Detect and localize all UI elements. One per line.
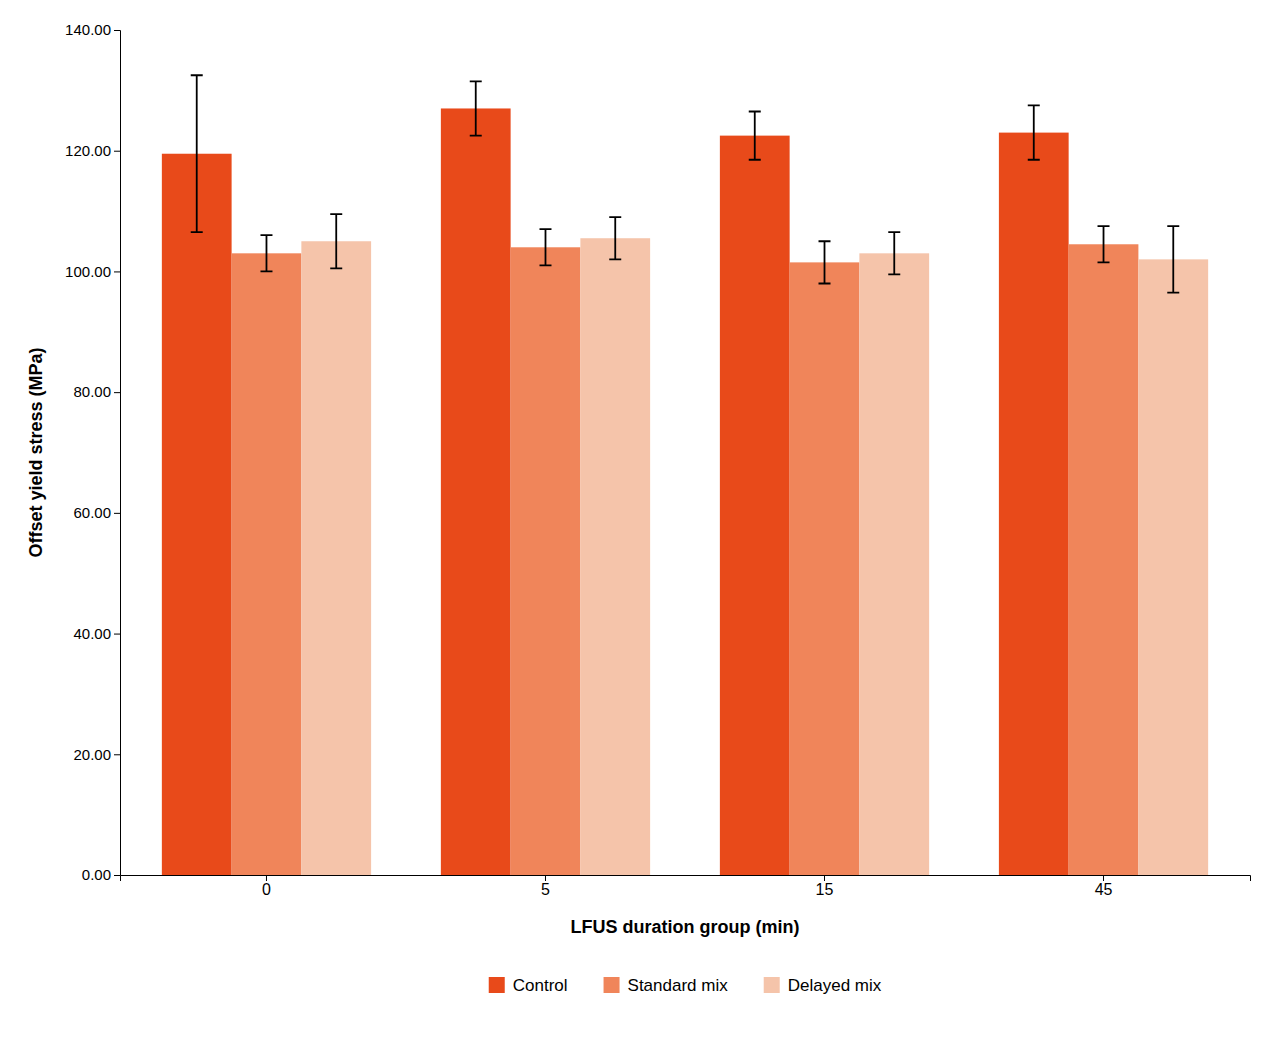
bar [790, 262, 860, 875]
error-bar [609, 217, 621, 259]
y-tick-mark [114, 392, 120, 393]
y-tick-mark [114, 754, 120, 755]
x-tick-label: 45 [1095, 881, 1113, 898]
y-tick-mark [114, 151, 120, 152]
y-axis: 0.00 20.00 40.00 60.00 80.00 100.00 120.00 140.… [65, 21, 120, 883]
y-tick-label: 40.00 [73, 625, 111, 642]
error-bar [470, 81, 482, 135]
x-tick: 0 [262, 875, 271, 898]
y-tick: 60.00 [73, 504, 120, 521]
y-tick-mark [114, 634, 120, 635]
y-tick-label: 0.00 [82, 866, 111, 883]
bar [999, 133, 1069, 875]
x-tick-mark [824, 875, 825, 881]
y-tick: 140.00 [65, 21, 120, 38]
bar [1138, 259, 1208, 875]
legend-label: Control [513, 976, 568, 995]
legend: Control Standard mix Delayed mix [489, 976, 882, 995]
x-tick: 5 [541, 875, 550, 898]
y-tick: 0.00 [82, 866, 120, 883]
x-axis-line [121, 876, 1251, 882]
bar [511, 247, 581, 875]
error-bars [330, 214, 1179, 292]
x-tick-label: 15 [816, 881, 834, 898]
x-tick-mark [266, 875, 267, 881]
y-tick-label: 20.00 [73, 746, 111, 763]
x-tick-label: 0 [262, 881, 271, 898]
bar-series [301, 238, 1208, 875]
error-bars [260, 226, 1109, 283]
x-tick: 45 [1095, 875, 1113, 898]
bar [162, 154, 232, 875]
bar [232, 253, 302, 875]
bar [859, 253, 929, 875]
y-tick: 20.00 [73, 746, 120, 763]
error-bar [819, 241, 831, 283]
y-tick: 120.00 [65, 142, 120, 159]
y-tick-mark [114, 30, 120, 31]
legend-item: Standard mix [604, 976, 729, 995]
legend-item: Delayed mix [764, 976, 882, 995]
error-bar [539, 229, 551, 265]
y-tick-label: 60.00 [73, 504, 111, 521]
y-tick: 100.00 [65, 263, 120, 280]
error-bar [191, 75, 203, 232]
legend-swatch [764, 977, 780, 993]
x-tick-mark [1103, 875, 1104, 881]
x-tick-label: 5 [541, 881, 550, 898]
bar [1069, 244, 1139, 875]
y-tick-label: 120.00 [65, 142, 111, 159]
y-tick-mark [114, 875, 120, 876]
y-tick: 80.00 [73, 383, 120, 400]
legend-item: Control [489, 976, 568, 995]
error-bar [1167, 226, 1179, 292]
y-tick-label: 140.00 [65, 21, 111, 38]
error-bar [888, 232, 900, 274]
bar [441, 108, 511, 875]
x-axis: 0 5 15 45 [121, 875, 1251, 898]
legend-label: Delayed mix [788, 976, 882, 995]
y-axis-title: Offset yield stress (MPa) [26, 347, 46, 557]
x-tick-mark [545, 875, 546, 881]
marks [162, 75, 1208, 875]
y-tick-label: 100.00 [65, 263, 111, 280]
bar [720, 136, 790, 875]
error-bar [330, 214, 342, 268]
error-bar [260, 235, 272, 271]
x-tick: 15 [816, 875, 834, 898]
error-bar [1028, 105, 1040, 159]
chart: 0.00 20.00 40.00 60.00 80.00 100.00 120.00 140.… [0, 0, 1280, 1045]
bar-series [162, 108, 1069, 875]
error-bar [749, 111, 761, 159]
plot-area: 0.00 20.00 40.00 60.00 80.00 100.00 120.00 140.… [26, 21, 1251, 937]
bar [301, 241, 371, 875]
legend-label: Standard mix [628, 976, 729, 995]
bar [580, 238, 650, 875]
legend-swatch [604, 977, 620, 993]
error-bars [191, 75, 1040, 232]
y-axis-line [114, 31, 121, 876]
y-tick-mark [114, 513, 120, 514]
legend-swatch [489, 977, 505, 993]
y-tick-label: 80.00 [73, 383, 111, 400]
y-tick: 40.00 [73, 625, 120, 642]
error-bar [1098, 226, 1110, 262]
y-tick-mark [114, 271, 120, 272]
x-axis-title: LFUS duration group (min) [571, 917, 800, 937]
